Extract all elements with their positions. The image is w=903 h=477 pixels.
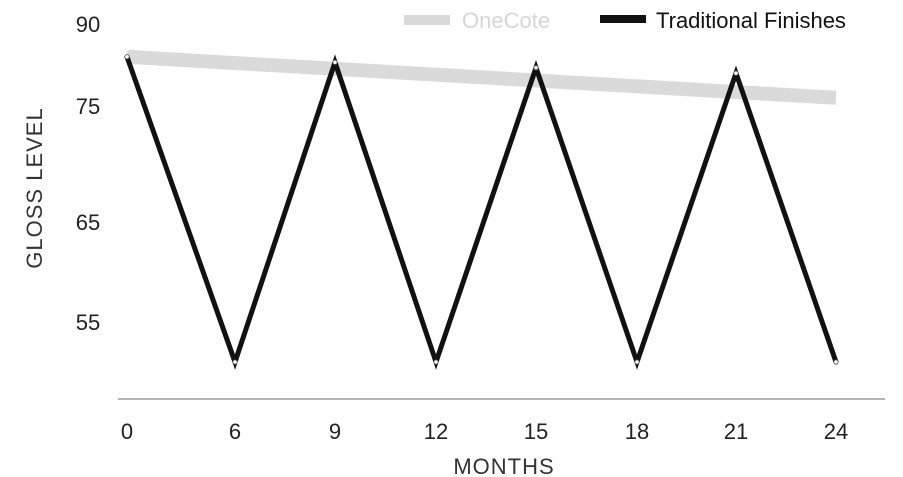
series-layer (124, 49, 839, 370)
x-tick-label: 9 (329, 419, 341, 444)
y-axis-label: GLOSS LEVEL (22, 107, 47, 268)
x-tick-label: 15 (524, 419, 548, 444)
legend-label-traditional-finishes: Traditional Finishes (656, 8, 846, 33)
y-tick-label: 65 (76, 210, 100, 235)
data-point (232, 359, 238, 365)
x-axis-label: MONTHS (453, 454, 554, 477)
data-point (332, 59, 338, 65)
legend-swatch-traditional-finishes (600, 15, 646, 23)
y-axis-ticks: 55 65 75 90 (76, 12, 100, 335)
x-tick-label: 0 (121, 419, 133, 444)
x-tick-label: 24 (824, 419, 848, 444)
y-tick-label: 90 (76, 12, 100, 37)
x-tick-label: 6 (229, 419, 241, 444)
y-tick-label: 75 (76, 94, 100, 119)
x-tick-label: 18 (625, 419, 649, 444)
legend-swatch-onecote (404, 15, 450, 25)
series-line-onecote (126, 49, 837, 105)
x-axis-ticks: 0 6 9 12 15 18 21 24 (121, 419, 848, 444)
x-tick-label: 12 (424, 419, 448, 444)
data-point (634, 359, 640, 365)
data-point (733, 70, 739, 76)
legend: OneCote Traditional Finishes (404, 8, 846, 33)
data-point (833, 359, 839, 365)
y-tick-label: 55 (76, 310, 100, 335)
x-tick-label: 21 (724, 419, 748, 444)
data-point (533, 65, 539, 71)
series-line-traditional-finishes (124, 54, 839, 370)
data-point (124, 54, 130, 60)
legend-label-onecote: OneCote (462, 8, 550, 33)
data-point (433, 359, 439, 365)
